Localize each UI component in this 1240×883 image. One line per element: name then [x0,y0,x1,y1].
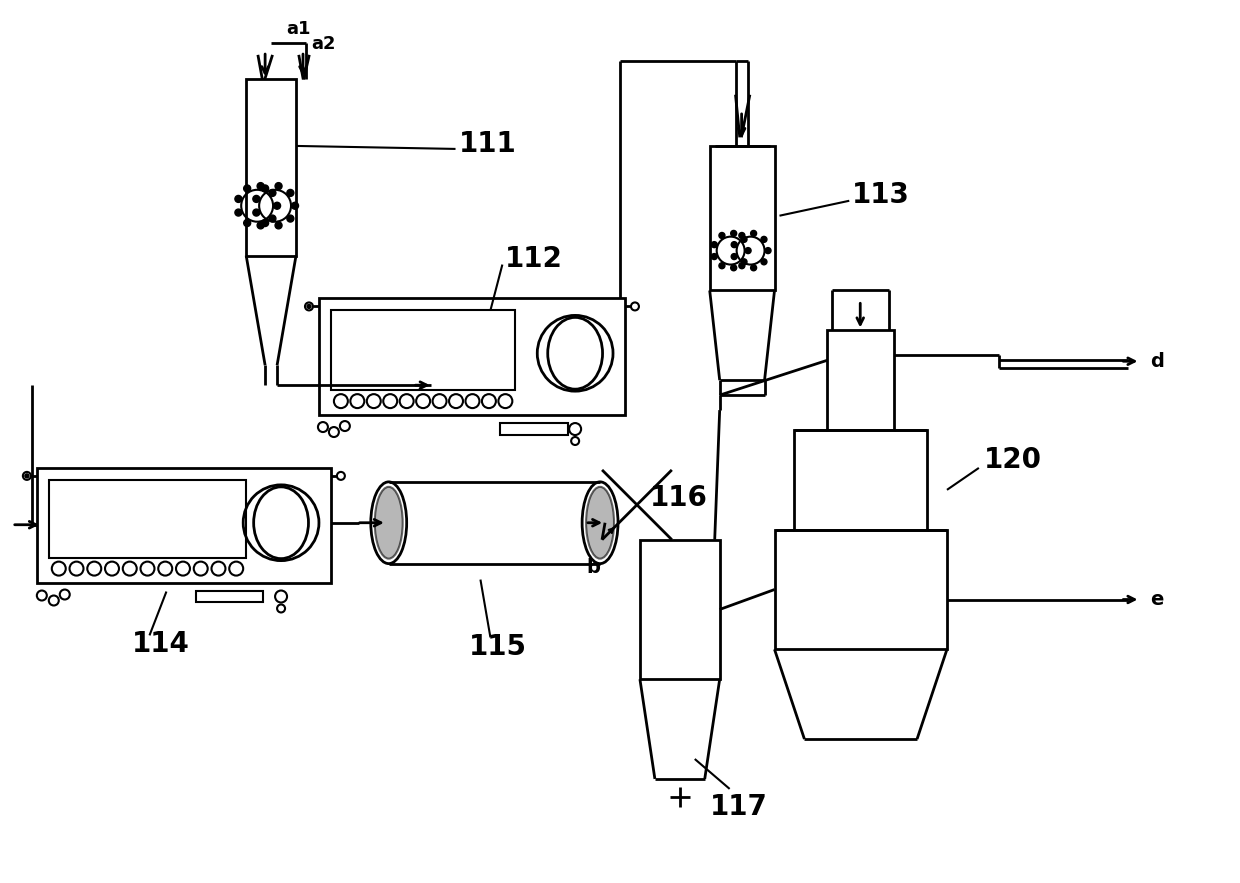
Circle shape [739,263,745,268]
Circle shape [761,237,768,242]
Circle shape [257,183,264,190]
Bar [775,530,947,649]
Circle shape [274,202,280,209]
Circle shape [308,305,311,308]
Text: a1: a1 [286,20,310,38]
Circle shape [712,242,717,247]
Circle shape [269,190,277,196]
Text: e: e [1151,590,1163,609]
Circle shape [732,253,738,260]
Ellipse shape [374,487,403,559]
Circle shape [750,265,756,271]
Circle shape [257,222,264,229]
Circle shape [244,220,250,227]
Bar [319,298,625,415]
Text: a2: a2 [311,35,336,53]
Text: d: d [1151,351,1164,371]
Text: 113: 113 [852,181,910,208]
Text: b: b [587,558,600,577]
Circle shape [730,265,737,271]
Bar [37,468,331,583]
Text: 115: 115 [469,633,527,661]
Circle shape [732,242,738,247]
Circle shape [253,209,260,216]
Circle shape [262,220,269,227]
Circle shape [275,222,281,229]
Circle shape [742,259,746,265]
Circle shape [712,253,717,260]
Text: 112: 112 [506,245,563,273]
Circle shape [244,185,250,192]
Circle shape [25,474,29,478]
Circle shape [739,232,745,238]
Circle shape [275,183,281,190]
Circle shape [253,195,260,202]
Text: 111: 111 [459,130,516,158]
Circle shape [742,237,746,242]
Bar [48,479,247,558]
Bar [795,430,928,530]
Text: 120: 120 [983,446,1042,474]
Bar [640,540,719,679]
Circle shape [765,247,771,253]
Text: 114: 114 [131,630,190,659]
Bar [247,79,296,255]
Circle shape [286,190,294,196]
Circle shape [234,195,242,202]
Circle shape [291,202,299,209]
Circle shape [750,230,756,237]
Circle shape [730,230,737,237]
Circle shape [719,263,725,268]
Circle shape [761,259,768,265]
Text: 117: 117 [709,793,768,821]
Bar [709,146,775,291]
Circle shape [234,209,242,216]
Circle shape [745,247,751,253]
Circle shape [719,232,725,238]
Ellipse shape [587,487,614,559]
Text: 116: 116 [650,484,708,512]
Bar [501,423,568,435]
Circle shape [262,185,269,192]
Circle shape [269,215,277,222]
Circle shape [286,215,294,222]
Bar [196,591,263,602]
Bar [331,311,516,390]
Bar [827,330,894,430]
